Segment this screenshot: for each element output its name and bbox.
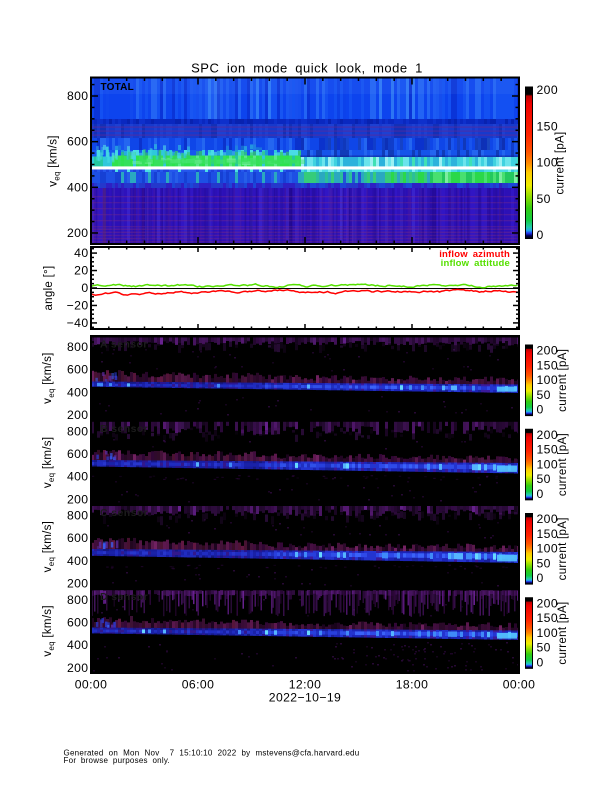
svg-text:50: 50 [537,388,551,402]
svg-text:100: 100 [537,457,559,471]
svg-text:150: 150 [537,527,559,541]
svg-text:current [pA]: current [pA] [557,602,569,665]
svg-text:400: 400 [67,180,89,194]
svg-text:inflow azimuth: inflow azimuth [439,249,510,260]
svg-text:TOTAL: TOTAL [101,82,134,93]
svg-text:600: 600 [67,447,89,461]
svg-text:600: 600 [67,135,89,149]
svg-text:00:00: 00:00 [503,678,536,692]
svg-text:0: 0 [537,571,544,585]
svg-text:150: 150 [537,443,559,457]
svg-text:600: 600 [67,615,89,629]
svg-text:−20: −20 [67,298,89,312]
svg-text:veq [km/s]: veq [km/s] [42,437,56,489]
svg-text:100: 100 [537,626,559,640]
svg-text:angle [°]: angle [°] [43,265,55,310]
svg-text:06:00: 06:00 [182,678,215,692]
svg-text:200: 200 [67,408,89,422]
svg-text:0: 0 [537,487,544,501]
svg-text:150: 150 [537,611,559,625]
svg-text:50: 50 [537,556,551,570]
svg-text:Generated on Mon Nov 7 15:10:: Generated on Mon Nov 7 15:10:10 2022 by … [64,749,360,758]
svg-text:200: 200 [537,428,559,442]
svg-text:D sensor: D sensor [100,591,148,603]
svg-text:−40: −40 [67,316,89,330]
svg-text:veq [km/s]: veq [km/s] [42,521,56,573]
svg-text:0: 0 [537,403,544,417]
svg-text:400: 400 [67,638,89,652]
svg-text:200: 200 [67,577,89,591]
svg-text:20: 20 [74,264,88,278]
svg-text:200: 200 [67,226,89,240]
svg-text:600: 600 [67,531,89,545]
svg-text:2022−10−19: 2022−10−19 [269,691,341,705]
svg-text:400: 400 [67,385,89,399]
svg-text:800: 800 [67,509,89,523]
svg-text:current [pA]: current [pA] [557,517,569,580]
svg-text:200: 200 [537,512,559,526]
svg-text:200: 200 [537,83,559,97]
svg-text:00:00: 00:00 [75,678,108,692]
svg-text:150: 150 [537,119,559,133]
svg-text:200: 200 [537,344,559,358]
svg-text:0: 0 [81,281,88,295]
svg-text:400: 400 [67,554,89,568]
svg-text:150: 150 [537,358,559,372]
svg-text:400: 400 [67,470,89,484]
svg-text:For browse purposes only.: For browse purposes only. [64,756,171,765]
svg-text:800: 800 [67,424,89,438]
svg-text:inflow attitude: inflow attitude [441,258,510,269]
svg-text:200: 200 [537,596,559,610]
svg-text:100: 100 [537,156,559,170]
svg-text:50: 50 [537,641,551,655]
svg-text:B sensor: B sensor [100,423,148,435]
svg-text:100: 100 [537,373,559,387]
svg-text:600: 600 [67,363,89,377]
svg-text:veq [km/s]: veq [km/s] [42,605,56,657]
svg-text:veq [km/s]: veq [km/s] [48,135,62,187]
svg-text:18:00: 18:00 [396,678,429,692]
svg-text:200: 200 [67,661,89,675]
svg-text:A sensor: A sensor [100,339,148,351]
svg-text:100: 100 [537,542,559,556]
svg-text:veq [km/s]: veq [km/s] [42,352,56,404]
svg-text:50: 50 [537,192,551,206]
svg-text:current [pA]: current [pA] [555,131,567,194]
svg-text:200: 200 [67,492,89,506]
svg-text:current [pA]: current [pA] [557,433,569,496]
svg-text:50: 50 [537,472,551,486]
svg-text:40: 40 [74,246,88,260]
svg-text:C sensor: C sensor [100,507,148,519]
svg-text:12:00: 12:00 [289,678,322,692]
svg-text:0: 0 [537,228,544,242]
svg-text:800: 800 [67,89,89,103]
svg-text:800: 800 [67,593,89,607]
svg-text:0: 0 [537,655,544,669]
svg-text:SPC ion mode quick look, mode: SPC ion mode quick look, mode 1 [191,61,423,76]
svg-text:800: 800 [67,340,89,354]
svg-text:current [pA]: current [pA] [557,349,569,412]
